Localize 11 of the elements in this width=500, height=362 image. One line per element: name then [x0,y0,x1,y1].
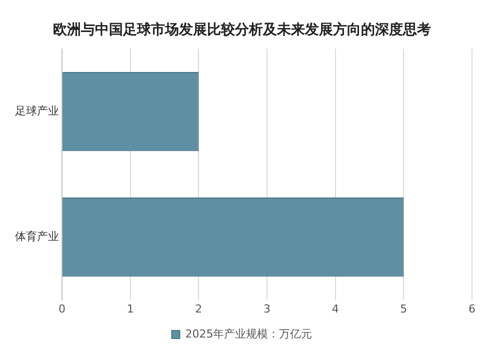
x-tick-label: 5 [400,302,408,316]
y-tick-label: 足球产业 [15,104,59,118]
x-tick-label: 4 [332,302,339,316]
x-tick-label: 3 [264,302,270,316]
x-tick-label: 1 [126,302,134,316]
x-tick-label: 2 [195,302,202,316]
y-tick-label: 体育产业 [15,230,59,243]
chart-title: 欧洲与中国足球市场发展比较分析及未来发展方向的深度思考 [53,21,431,38]
legend-label: 2025年产业规模：万亿元 [185,327,312,340]
x-tick-label: 0 [58,302,66,316]
x-tick-label: 6 [468,302,476,316]
